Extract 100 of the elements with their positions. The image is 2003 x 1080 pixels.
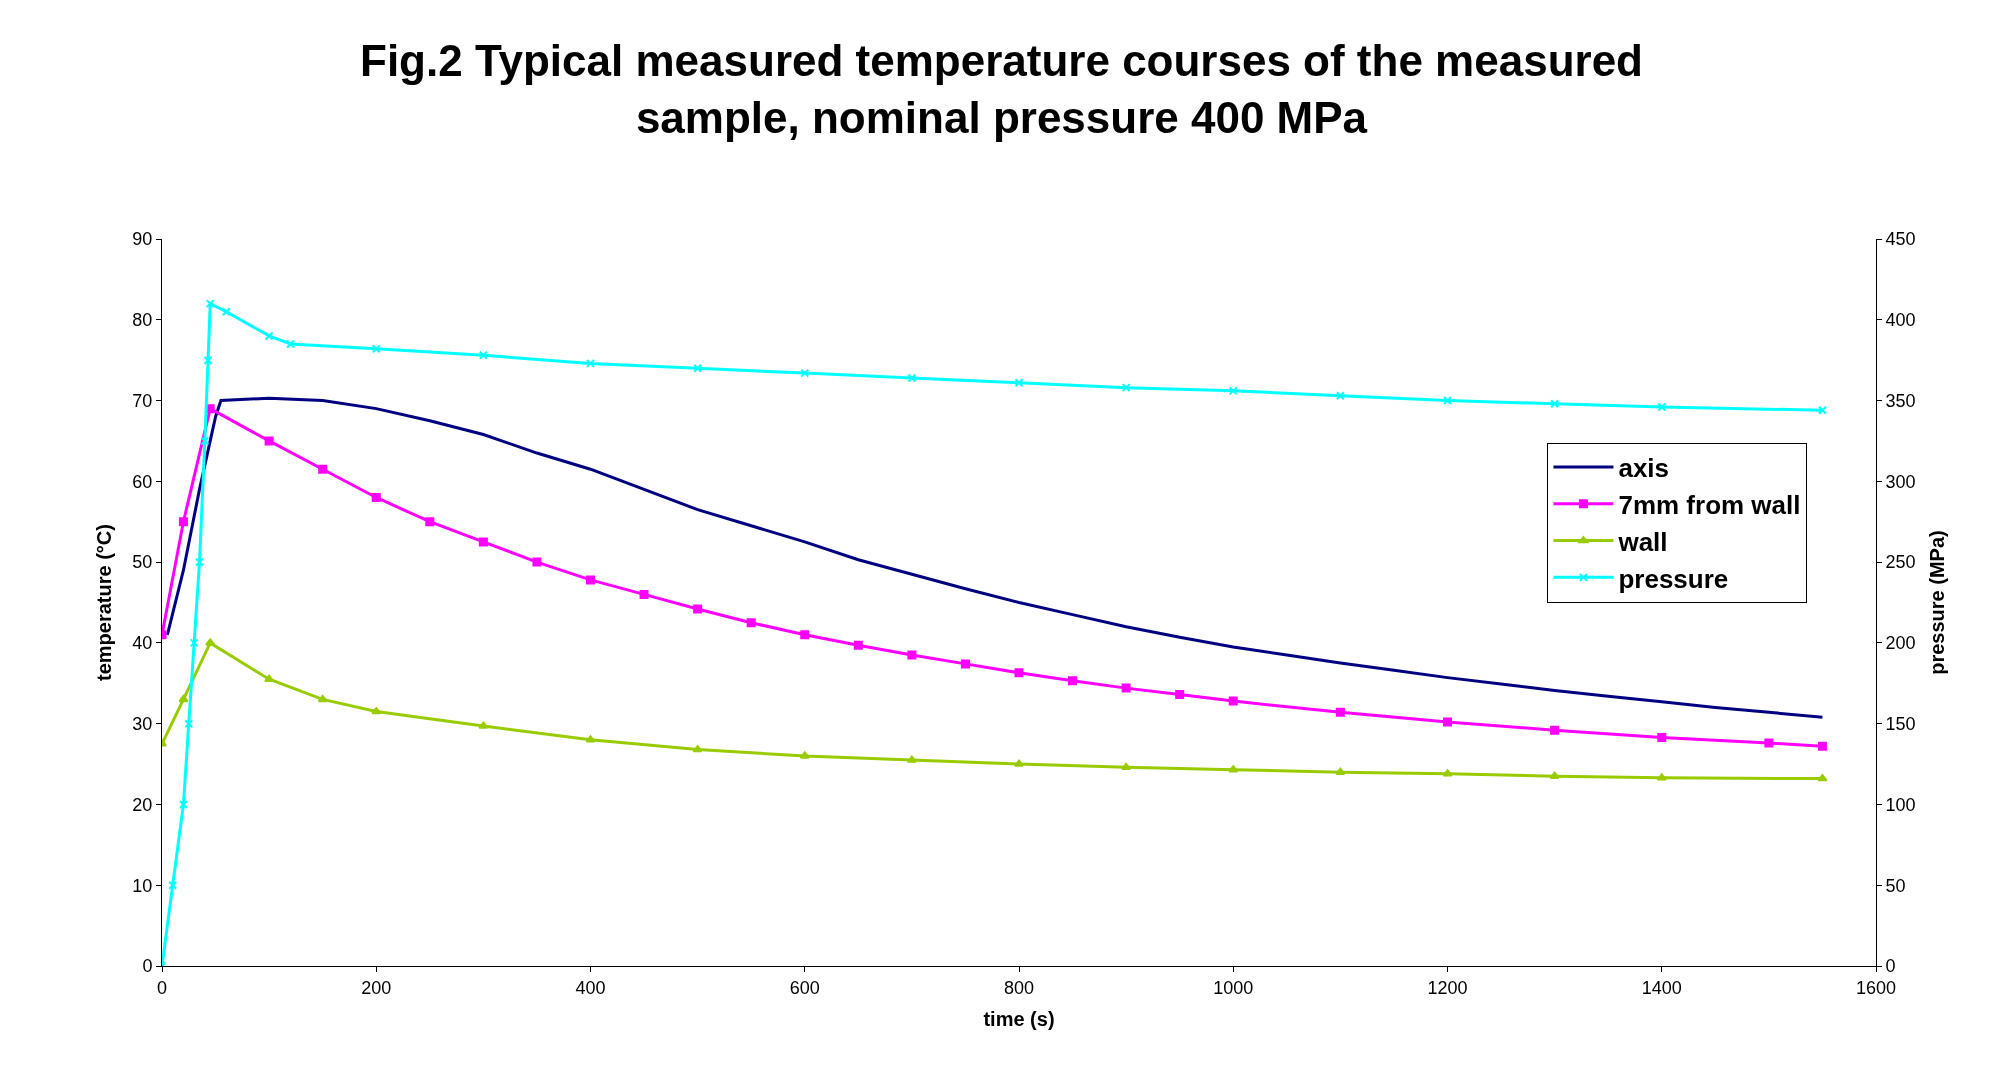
y2-tick-label: 100 [1885, 794, 1916, 815]
point [1443, 396, 1452, 406]
point [1175, 690, 1185, 700]
point [960, 659, 970, 669]
point [1817, 741, 1827, 751]
point [371, 492, 381, 502]
x-tick-label: 400 [575, 977, 606, 998]
legend-label: 7mm from wall [1618, 489, 1801, 520]
point [1550, 725, 1560, 735]
point [478, 350, 488, 360]
point [221, 307, 231, 317]
point [178, 517, 188, 527]
point [1335, 391, 1345, 401]
point [371, 707, 382, 715]
point [178, 694, 189, 703]
chart-title: Fig.2 Typical measured temperature courses of the measured sample, nominal pressure 400 MPa [360, 35, 1643, 142]
x-tick-label: 1600 [1855, 977, 1897, 998]
point [1764, 738, 1774, 748]
point [1335, 707, 1345, 717]
point [194, 557, 204, 567]
point [478, 721, 489, 729]
y2-tick-label: 250 [1885, 552, 1916, 573]
x-tick-label: 1200 [1427, 977, 1468, 998]
point [478, 537, 488, 547]
point [1443, 717, 1452, 727]
point [189, 638, 199, 648]
x-tick-label: 1400 [1641, 977, 1682, 998]
point [317, 694, 328, 703]
point [907, 650, 917, 660]
point [425, 517, 435, 527]
point [1335, 767, 1346, 775]
point [1121, 383, 1131, 393]
point [532, 557, 542, 567]
point [200, 436, 210, 446]
point [800, 630, 810, 640]
point [1228, 386, 1238, 396]
point [1549, 771, 1560, 779]
y2-tick-label: 400 [1885, 310, 1916, 331]
point [1817, 774, 1828, 782]
point [286, 339, 296, 349]
y-tick-label: 10 [132, 875, 153, 896]
y-axis-title: temperature (°C) [92, 524, 115, 681]
point [1068, 676, 1078, 686]
point [1228, 696, 1238, 706]
point [205, 638, 216, 646]
point [178, 799, 188, 809]
y2-axis-title: pressure (MPa) [1926, 530, 1949, 675]
point [184, 719, 194, 729]
point [1550, 399, 1560, 409]
point [205, 299, 215, 309]
legend-label: wall [1617, 526, 1668, 557]
point [800, 368, 810, 378]
y-tick-label: 80 [132, 310, 153, 331]
y-tick-label: 20 [132, 794, 153, 815]
y2-tick-label: 50 [1885, 875, 1906, 896]
y2-tick-label: 200 [1885, 633, 1916, 654]
point [264, 436, 274, 446]
y2-tick-label: 150 [1885, 713, 1916, 734]
point [1228, 765, 1239, 773]
y-tick-label: 70 [132, 390, 153, 411]
point [1014, 668, 1024, 678]
x-tick-label: 600 [789, 977, 820, 998]
x-tick-label: 1000 [1213, 977, 1254, 998]
legend-label: axis [1618, 453, 1670, 484]
x-axis-title: time (s) [983, 1008, 1055, 1031]
point [168, 880, 178, 890]
point [264, 674, 275, 682]
point [853, 640, 863, 650]
y-tick-label: 40 [132, 633, 153, 654]
point [264, 331, 274, 341]
point [906, 755, 917, 763]
point [1442, 769, 1453, 777]
y2-tick-label: 300 [1885, 471, 1916, 492]
x-tick-label: 200 [361, 977, 392, 998]
point [639, 589, 649, 599]
y-tick-label: 90 [132, 229, 153, 250]
point [692, 745, 703, 753]
point [1657, 402, 1667, 412]
y2-tick-label: 350 [1885, 390, 1916, 411]
y-tick-label: 0 [142, 956, 153, 977]
point [1014, 378, 1024, 388]
x-tick-label: 0 [156, 977, 168, 998]
x-tick-label: 800 [1003, 977, 1035, 998]
point [586, 575, 595, 585]
point [1656, 773, 1667, 781]
point [318, 464, 328, 474]
point [371, 344, 381, 354]
point [586, 358, 595, 368]
y2-tick-label: 0 [1885, 956, 1896, 977]
point [1817, 405, 1827, 415]
point [585, 735, 596, 743]
point [799, 751, 810, 759]
point [693, 363, 703, 373]
y-tick-label: 60 [132, 471, 153, 492]
legend-label: pressure [1618, 563, 1729, 594]
y2-tick-label: 450 [1885, 229, 1916, 250]
point [1121, 683, 1131, 693]
point [1657, 732, 1667, 742]
point [746, 618, 756, 628]
point [1121, 762, 1132, 771]
